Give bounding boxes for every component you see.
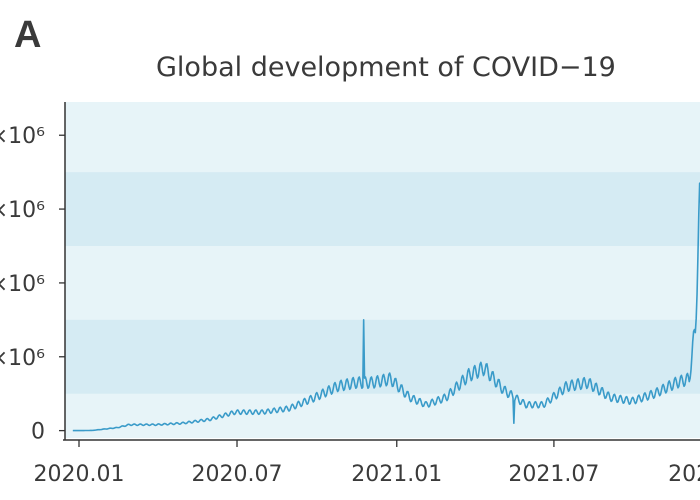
grid-band bbox=[65, 319, 700, 394]
x-tick-label: 2022.01 bbox=[668, 462, 700, 487]
x-tick-label: 2021.01 bbox=[351, 462, 442, 487]
x-tick-label: 2020.01 bbox=[34, 462, 125, 487]
y-tick-label: 3×10⁶ bbox=[0, 198, 45, 223]
y-tick-label: 2×10⁶ bbox=[0, 272, 45, 297]
panel-label: A bbox=[14, 14, 43, 56]
x-tick-label: 2020.07 bbox=[192, 462, 283, 487]
series-layer bbox=[72, 182, 700, 432]
plot-background bbox=[65, 102, 700, 438]
x-tick-label: 2021.07 bbox=[508, 462, 599, 487]
grid-band bbox=[65, 172, 700, 246]
series-line bbox=[72, 182, 700, 432]
y-axis-ticks: 0 1×10⁶ 2×10⁶ 3×10⁶ 4×10⁶ bbox=[0, 124, 65, 445]
y-tick-label: 1×10⁶ bbox=[0, 346, 45, 371]
axes bbox=[63, 102, 700, 441]
y-tick-label: 0 bbox=[31, 420, 45, 445]
x-axis-ticks: 2020.01 2020.07 2021.01 2021.07 2022.01 bbox=[34, 440, 700, 487]
y-tick-label: 4×10⁶ bbox=[0, 124, 45, 149]
chart-title: Global development of COVID−19 bbox=[156, 52, 616, 83]
